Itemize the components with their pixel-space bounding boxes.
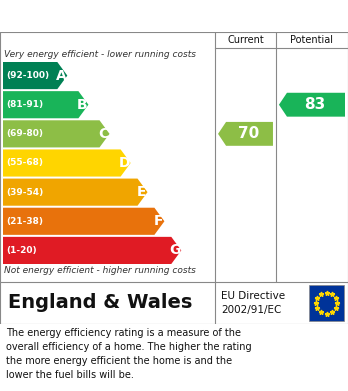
- Text: Current: Current: [227, 35, 264, 45]
- Polygon shape: [279, 93, 345, 117]
- Polygon shape: [3, 237, 181, 264]
- Text: G: G: [169, 244, 181, 257]
- Text: (21-38): (21-38): [6, 217, 43, 226]
- Polygon shape: [3, 208, 164, 235]
- Text: 70: 70: [238, 126, 259, 142]
- Polygon shape: [3, 91, 88, 118]
- Text: The energy efficiency rating is a measure of the
overall efficiency of a home. T: The energy efficiency rating is a measur…: [6, 328, 252, 380]
- Text: 83: 83: [304, 97, 326, 112]
- Text: (55-68): (55-68): [6, 158, 43, 167]
- Polygon shape: [3, 149, 130, 177]
- Text: (81-91): (81-91): [6, 100, 43, 109]
- Text: (92-100): (92-100): [6, 71, 49, 80]
- Polygon shape: [3, 179, 148, 206]
- Polygon shape: [3, 120, 110, 147]
- Text: Not energy efficient - higher running costs: Not energy efficient - higher running co…: [4, 266, 196, 275]
- Text: EU Directive
2002/91/EC: EU Directive 2002/91/EC: [221, 291, 285, 315]
- Text: England & Wales: England & Wales: [8, 294, 192, 312]
- Text: A: A: [56, 68, 67, 83]
- Text: B: B: [77, 98, 88, 112]
- Text: Very energy efficient - lower running costs: Very energy efficient - lower running co…: [4, 50, 196, 59]
- Text: (1-20): (1-20): [6, 246, 37, 255]
- Text: (69-80): (69-80): [6, 129, 43, 138]
- Polygon shape: [218, 122, 273, 146]
- Text: D: D: [119, 156, 130, 170]
- Text: (39-54): (39-54): [6, 188, 43, 197]
- Text: C: C: [98, 127, 109, 141]
- Text: Energy Efficiency Rating: Energy Efficiency Rating: [8, 7, 237, 25]
- Text: F: F: [154, 214, 163, 228]
- Polygon shape: [3, 62, 67, 89]
- Text: Potential: Potential: [291, 35, 333, 45]
- Text: E: E: [137, 185, 146, 199]
- FancyBboxPatch shape: [309, 285, 344, 321]
